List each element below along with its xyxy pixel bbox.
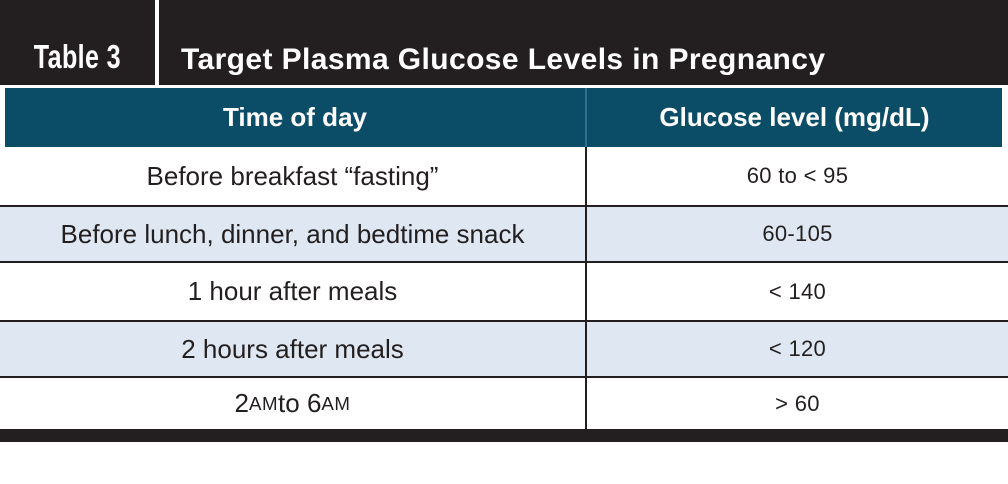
- column-header-time-of-day: Time of day: [5, 88, 587, 147]
- table-row: 1 hour after meals < 140: [0, 263, 1008, 320]
- table-row: 2 AM to 6 AM > 60: [0, 378, 1008, 429]
- table-body: Before breakfast “fasting” 60 to < 95 Be…: [0, 147, 1008, 429]
- title-band: Table 3 Target Plasma Glucose Levels in …: [0, 0, 1008, 85]
- cell-time: 2 hours after meals: [0, 322, 587, 376]
- table-row: Before breakfast “fasting” 60 to < 95: [0, 147, 1008, 205]
- cell-time: Before lunch, dinner, and bedtime snack: [0, 207, 587, 261]
- cell-level: 60 to < 95: [746, 163, 849, 188]
- table-title: Target Plasma Glucose Levels in Pregnanc…: [181, 43, 826, 76]
- cell-level: < 120: [768, 336, 827, 361]
- cell-level: < 140: [768, 278, 827, 304]
- column-header-glucose-level: Glucose level (mg/dL): [587, 88, 1002, 147]
- title-band-divider: [155, 0, 159, 85]
- table-number-label: Table 3: [33, 38, 122, 75]
- table-row: 2 hours after meals < 120: [0, 320, 1008, 378]
- table-header-row: Time of day Glucose level (mg/dL): [0, 88, 1008, 147]
- table-number-box: Table 3: [0, 0, 155, 85]
- cell-time: 2 AM to 6 AM: [0, 378, 587, 429]
- cell-level: 60-105: [762, 221, 833, 246]
- cell-time: 1 hour after meals: [0, 263, 587, 320]
- bottom-rule: [0, 429, 1008, 442]
- cell-level: > 60: [775, 390, 820, 416]
- cell-time: Before breakfast “fasting”: [0, 147, 587, 205]
- table-title-box: Target Plasma Glucose Levels in Pregnanc…: [159, 0, 1008, 85]
- table-row: Before lunch, dinner, and bedtime snack …: [0, 205, 1008, 263]
